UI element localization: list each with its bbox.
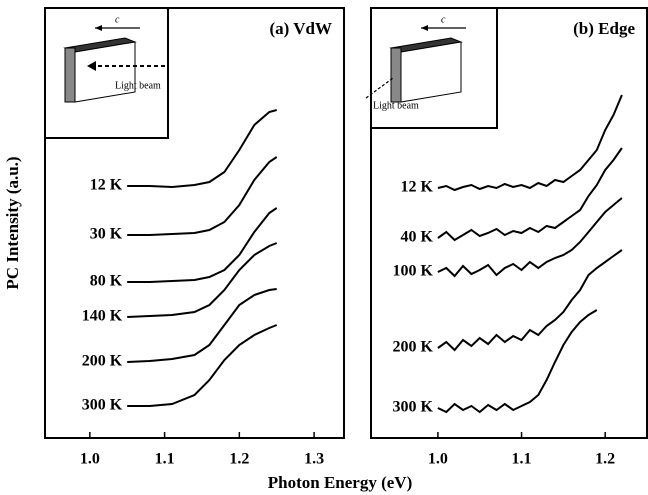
inset-axis-label: c	[441, 14, 446, 25]
curve	[127, 324, 278, 407]
curve-label: 100 K	[392, 263, 433, 280]
x-tick-label: 1.1	[155, 451, 175, 468]
curve	[437, 197, 623, 278]
curve-label: 140 K	[82, 308, 123, 325]
slab-face	[390, 47, 402, 103]
beam-head	[87, 61, 96, 71]
beam-label: Light beam	[373, 100, 419, 111]
c-arrowhead	[421, 25, 428, 31]
x-tick-label: 1.2	[595, 451, 615, 468]
slab-side	[400, 41, 462, 103]
plot-frame	[370, 7, 648, 439]
y-axis-label: PC Intensity (a.u.)	[3, 156, 22, 289]
curve-label: 40 K	[400, 229, 433, 246]
inset-axis-label: c	[115, 14, 120, 25]
curve-label: 300 K	[392, 399, 433, 416]
x-tick-label: 1.1	[512, 451, 532, 468]
curve	[437, 309, 598, 414]
x-axis-label: Photon Energy (eV)	[268, 473, 412, 492]
plot-frame	[44, 7, 345, 439]
curve-label: 300 K	[82, 397, 123, 414]
curve	[437, 147, 623, 242]
curve	[127, 207, 278, 283]
x-tick-label: 1.0	[428, 451, 448, 468]
curve	[127, 242, 278, 318]
curve-label: 80 K	[90, 273, 123, 290]
curve	[437, 249, 623, 352]
curve-label: 30 K	[90, 226, 123, 243]
c-arrowhead	[95, 25, 102, 31]
curve	[127, 288, 277, 363]
panel-title: (b) Edge	[573, 19, 635, 38]
x-tick-label: 1.2	[229, 451, 249, 468]
curve	[127, 156, 278, 236]
slab-side	[74, 41, 136, 103]
curve-label: 12 K	[400, 179, 433, 196]
curve	[127, 109, 277, 189]
curve-label: 200 K	[392, 339, 433, 356]
x-tick-label: 1.0	[80, 451, 100, 468]
x-tick-label: 1.3	[304, 451, 324, 468]
curve-label: 12 K	[90, 177, 123, 194]
beam-label: Light beam	[115, 80, 161, 91]
curve-label: 200 K	[82, 353, 123, 370]
slab-face	[64, 47, 76, 103]
curve	[437, 94, 623, 192]
panel-title: (a) VdW	[270, 19, 333, 38]
